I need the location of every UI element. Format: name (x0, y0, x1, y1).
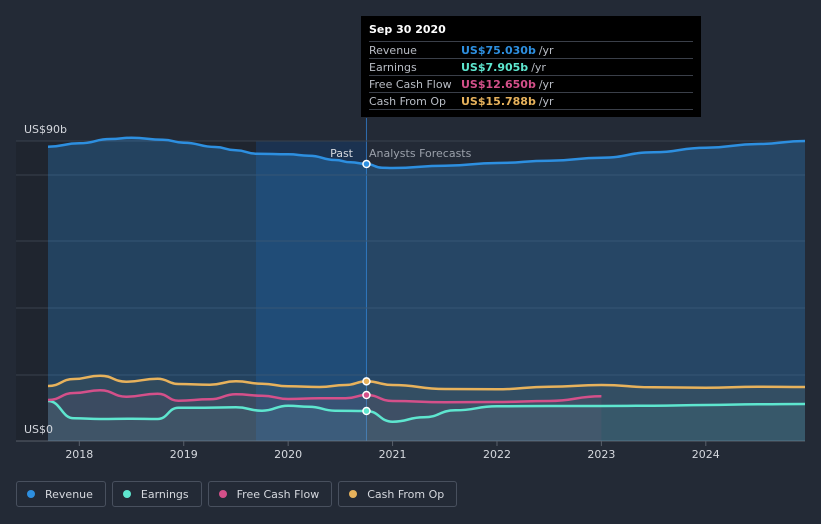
cash-from-op-line (47, 374, 806, 391)
earnings-area (48, 401, 805, 441)
tooltip-row-unit: /yr (538, 77, 554, 91)
tooltip-row-label: Free Cash Flow (369, 77, 452, 91)
legend-item-free-cash-flow[interactable]: Free Cash Flow (207, 481, 333, 507)
tooltip-row-unit: /yr (531, 60, 546, 74)
legend-dot-icon (349, 490, 358, 498)
x-tick-label: 2020 (274, 448, 302, 461)
gridlines (16, 140, 805, 442)
x-axis: 2018 2019 2020 2021 2022 2023 2024 (65, 441, 720, 461)
earnings-line (47, 399, 806, 423)
tooltip-row-label: Revenue (369, 43, 417, 57)
legend-dot-icon (27, 490, 35, 498)
tooltip-row-unit: /yr (538, 94, 554, 108)
legend-label: Cash From Op (367, 487, 445, 501)
legend-item-revenue[interactable]: Revenue (16, 481, 106, 507)
tooltip-row: Revenue US$75.030b/yr (369, 41, 693, 58)
legend-label: Earnings (140, 487, 189, 501)
legend-label: Free Cash Flow (236, 487, 320, 501)
legend-dot-icon (122, 490, 131, 498)
forecast-label: Analysts Forecasts (369, 147, 472, 160)
x-tick-label: 2023 (587, 448, 615, 461)
legend-item-earnings[interactable]: Earnings (111, 481, 202, 507)
free-cash-flow-marker (362, 390, 371, 400)
tooltip-date: Sep 30 2020 (369, 23, 446, 36)
series-fills (48, 137, 805, 441)
tooltip-row: Earnings US$7.905b/yr (369, 58, 693, 75)
tooltip-row-label: Earnings (369, 60, 417, 74)
tooltip-row-value: US$12.650b (461, 77, 536, 91)
free-cash-flow-line (47, 389, 602, 404)
tooltip-row-value: US$75.030b (461, 43, 536, 57)
tooltip-row-value: US$15.788b (461, 94, 536, 108)
cash-from-op-area (48, 375, 805, 441)
earnings-marker (362, 406, 371, 416)
highlight-markers (362, 159, 371, 416)
legend: Revenue Earnings Free Cash Flow Cash From O… (16, 481, 458, 507)
y-axis-bottom-label: US$0 (24, 423, 53, 436)
x-tick-label: 2022 (483, 448, 511, 461)
past-region (16, 118, 367, 441)
revenue-line (47, 136, 806, 170)
x-tick-label: 2019 (170, 448, 198, 461)
past-label: Past (330, 147, 354, 160)
tooltip: Sep 30 2020 Revenue US$75.030b/yr Earnings… (361, 16, 701, 117)
revenue-area (48, 137, 805, 441)
tooltip-row-label: Cash From Op (369, 94, 447, 108)
past-band-highlight (256, 141, 367, 441)
tooltip-row: Cash From Op US$15.788b/yr (369, 92, 693, 110)
tooltip-row-value: US$7.905b (461, 60, 529, 74)
x-tick-label: 2018 (65, 448, 93, 461)
y-axis-top-label: US$90b (24, 123, 67, 136)
series-lines (47, 136, 806, 423)
tooltip-row-unit: /yr (538, 43, 554, 57)
legend-item-cash-from-op[interactable]: Cash From Op (338, 481, 458, 507)
x-tick-label: 2021 (379, 448, 407, 461)
legend-dot-icon (218, 490, 227, 498)
legend-label: Revenue (45, 487, 93, 501)
cash-from-op-marker (362, 377, 371, 386)
revenue-marker (362, 159, 371, 169)
x-tick-label: 2024 (692, 448, 720, 461)
past-band-dark (16, 141, 256, 441)
tooltip-row: Free Cash Flow US$12.650b/yr (369, 75, 693, 92)
